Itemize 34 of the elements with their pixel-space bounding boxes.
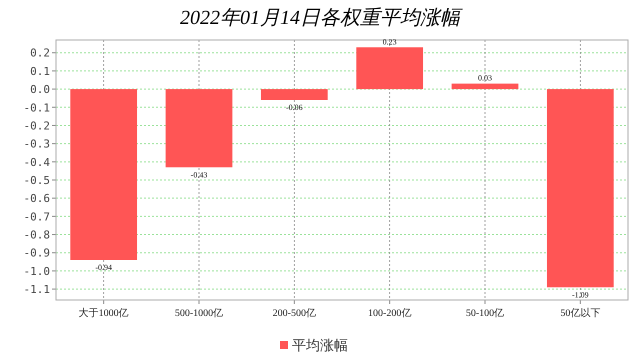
y-tick-label: -0.2 xyxy=(24,119,50,132)
bar xyxy=(452,84,518,90)
y-tick-label: -0.8 xyxy=(24,228,50,242)
bar xyxy=(546,89,614,288)
y-tick-label: -0.9 xyxy=(24,246,50,260)
y-tick-label: -0.7 xyxy=(24,210,50,224)
y-tick-label: -0.4 xyxy=(24,156,50,169)
data-label: -0.06 xyxy=(286,103,303,112)
x-tick-label: 500-1000亿 xyxy=(174,308,224,319)
data-label: 0.03 xyxy=(478,74,492,83)
y-tick-label: -0.1 xyxy=(24,101,50,114)
bar xyxy=(356,47,424,90)
x-tick-label: 50亿以下 xyxy=(560,307,600,319)
x-tick-label: 100-200亿 xyxy=(368,308,412,319)
data-label: -1.09 xyxy=(572,290,589,300)
y-tick-label: 0.2 xyxy=(30,46,50,60)
y-tick-label: -0.6 xyxy=(24,192,50,206)
data-label: 0.23 xyxy=(382,37,397,46)
y-tick-label: 0.1 xyxy=(30,64,50,78)
x-tick-label: 200-500亿 xyxy=(272,308,316,319)
bar xyxy=(70,89,138,260)
chart-title: 2022年01月14日各权重平均涨幅 xyxy=(180,7,463,29)
y-tick-label: -1.1 xyxy=(24,283,50,296)
x-tick-label: 大于1000亿 xyxy=(78,307,129,319)
x-tick-label: 50-100亿 xyxy=(466,308,504,319)
data-label: -0.94 xyxy=(95,263,112,272)
bar xyxy=(166,89,232,168)
y-tick-label: -0.3 xyxy=(24,138,50,151)
data-label: -0.43 xyxy=(190,170,208,180)
bar xyxy=(260,89,328,100)
y-tick-label: -0.5 xyxy=(24,174,50,187)
legend-label: 平均涨幅 xyxy=(292,338,348,354)
y-tick-label: -1.0 xyxy=(24,264,50,278)
y-tick-label: 0.0 xyxy=(30,83,50,96)
